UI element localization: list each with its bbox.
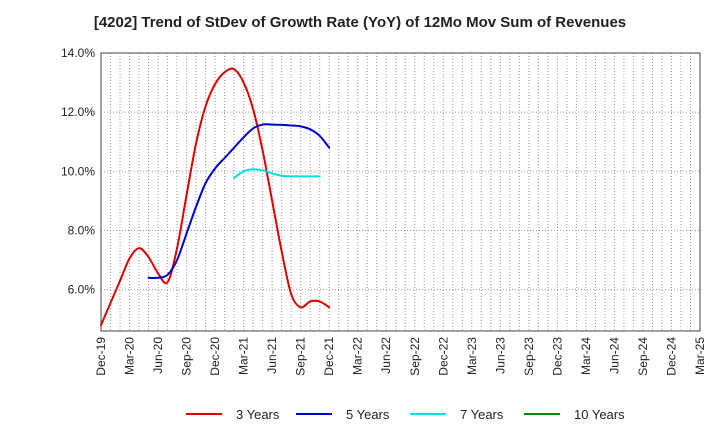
legend-label-3-years: 3 Years xyxy=(236,406,280,422)
x-tick-label: Dec-24 xyxy=(664,337,678,376)
x-tick-label: Sep-21 xyxy=(294,337,308,376)
legend: 3 Years 5 Years 7 Years 10 Years xyxy=(0,404,720,424)
legend-item-7-years: 7 Years xyxy=(410,404,503,424)
x-tick-label: Mar-20 xyxy=(123,337,137,375)
y-tick-label: 12.0% xyxy=(61,105,95,119)
x-tick-label: Mar-21 xyxy=(237,337,251,375)
legend-swatch-7-years xyxy=(410,413,446,415)
y-tick-label: 8.0% xyxy=(68,223,96,237)
x-tick-label: Dec-20 xyxy=(208,337,222,376)
legend-label-10-years: 10 Years xyxy=(574,406,625,422)
x-tick-label: Sep-24 xyxy=(636,337,650,376)
x-tick-label: Dec-23 xyxy=(550,337,564,376)
x-tick-label: Jun-21 xyxy=(265,337,279,374)
x-tick-label: Sep-20 xyxy=(180,337,194,376)
plot-area-frame xyxy=(100,52,701,332)
x-tick-label: Dec-19 xyxy=(94,337,108,376)
legend-swatch-10-years xyxy=(524,413,560,415)
legend-item-5-years: 5 Years xyxy=(296,404,389,424)
series-line-3-years xyxy=(100,67,331,327)
series-line-7-years xyxy=(233,168,321,179)
legend-item-3-years: 3 Years xyxy=(186,404,279,424)
x-tick-label: Mar-22 xyxy=(351,337,365,375)
x-tick-label: Mar-24 xyxy=(579,337,593,375)
x-tick-label: Jun-22 xyxy=(379,337,393,374)
chart-title: [4202] Trend of StDev of Growth Rate (Yo… xyxy=(93,14,627,31)
x-tick-label: Jun-24 xyxy=(607,337,621,374)
legend-swatch-5-years xyxy=(296,413,332,415)
x-tick-label: Jun-23 xyxy=(493,337,507,374)
y-tick-label: 10.0% xyxy=(61,164,95,178)
legend-label-7-years: 7 Years xyxy=(460,406,504,422)
series-line-5-years xyxy=(147,123,331,279)
x-tick-label: Jun-20 xyxy=(151,337,165,374)
y-tick-label: 6.0% xyxy=(68,283,96,297)
y-tick-label: 14.0% xyxy=(61,46,95,60)
x-tick-label: Mar-25 xyxy=(693,337,707,375)
x-tick-label: Dec-22 xyxy=(436,337,450,376)
legend-item-10-years: 10 Years xyxy=(524,404,625,424)
x-tick-label: Mar-23 xyxy=(465,337,479,375)
legend-swatch-3-years xyxy=(186,413,222,415)
legend-label-5-years: 5 Years xyxy=(346,406,390,422)
x-tick-label: Sep-22 xyxy=(408,337,422,376)
x-tick-label: Sep-23 xyxy=(522,337,536,376)
x-tick-label: Dec-21 xyxy=(322,337,336,376)
